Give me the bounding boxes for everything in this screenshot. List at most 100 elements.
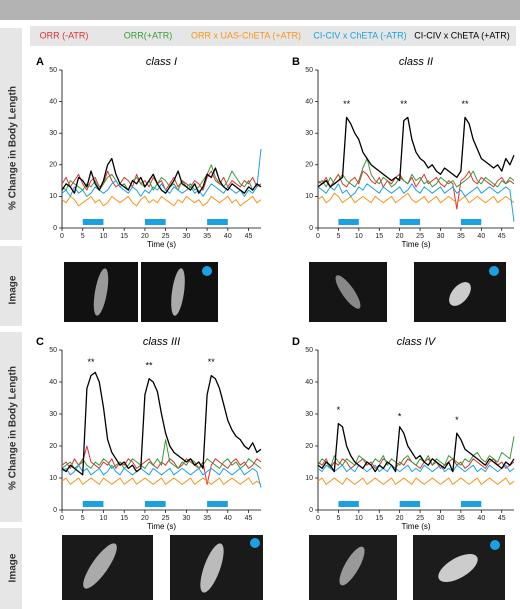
x-tick-label: 5 [81,233,85,240]
stimulus-bar [82,501,104,507]
x-tick-label: 0 [60,233,64,240]
stimulus-bar [207,219,228,225]
y-tick-label: 50 [305,67,313,74]
x-tick-label: 30 [182,233,190,240]
significance: ** [343,99,351,109]
chart-title: class IV [397,336,437,348]
y-tick-label: 40 [305,379,313,386]
legend-band [30,26,516,46]
x-axis-label: Time (s) [401,240,430,249]
x-tick-label: 25 [162,233,170,240]
y-tick-label: 30 [305,411,313,418]
series-line [61,195,262,207]
y-tick-label: 10 [305,475,313,482]
x-tick-label: 0 [60,515,64,522]
x-tick-label: 30 [437,233,445,240]
significance: * [398,412,402,422]
significance: ** [88,357,96,367]
series-line [317,116,515,188]
x-tick-label: 0 [316,233,320,240]
series-line [317,477,515,485]
series-line [61,439,262,469]
x-tick-label: 30 [437,515,445,522]
y-tick-label: 0 [53,507,57,514]
x-tick-label: 15 [120,515,128,522]
image-row [62,262,506,600]
series-line [61,464,262,488]
legend-entry: CI-CIV x ChETA (+ATR) [414,30,509,40]
x-tick-label: 10 [100,515,108,522]
significance: ** [461,99,469,109]
y-tick-label: 0 [309,225,313,232]
x-tick-label: 40 [477,233,485,240]
header-bar [0,0,520,20]
legend-entry: ORR(+ATR) [124,30,173,40]
row-strip [0,28,22,240]
series-line [317,183,515,222]
x-tick-label: 5 [336,515,340,522]
stimulus-bar [338,219,359,225]
x-tick-label: 10 [355,233,363,240]
legend-entry: ORR x UAS-ChETA (+ATR) [191,30,301,40]
x-tick-label: 45 [498,233,506,240]
y-tick-label: 50 [49,347,57,354]
stimulus-bar [207,501,228,507]
y-tick-label: 40 [49,98,57,105]
row-strip [0,246,22,326]
y-tick-label: 20 [305,162,313,169]
series-line [317,458,515,469]
x-tick-label: 15 [375,515,383,522]
series-line [317,422,515,473]
series-line [61,477,262,485]
x-tick-label: 10 [355,515,363,522]
x-tick-label: 15 [120,233,128,240]
y-tick-label: 0 [309,507,313,514]
y-tick-label: 30 [49,130,57,137]
legend-entry: CI-CIV x ChETA (-ATR) [313,30,406,40]
row-label: Image [8,275,19,304]
stimulus-bar [460,501,482,507]
x-tick-label: 20 [141,515,149,522]
x-tick-label: 15 [375,233,383,240]
x-tick-label: 45 [498,515,506,522]
row-strip [0,528,22,609]
panel-letter: B [292,56,300,68]
stimulus-bar [399,501,421,507]
x-tick-label: 20 [396,233,404,240]
legend-entry: ORR (-ATR) [40,30,89,40]
x-axis-label: Time (s) [147,522,176,531]
significance: ** [400,99,408,109]
y-tick-label: 40 [305,98,313,105]
significance: * [455,415,459,425]
panel-letter: C [36,336,44,348]
series-line [317,170,515,210]
x-tick-label: 40 [477,515,485,522]
series-line [61,445,262,485]
y-tick-label: 0 [53,225,57,232]
stimulus-bar [338,501,359,507]
stimulus-bar [82,219,104,225]
row-strip [0,332,22,522]
series-line [317,192,515,204]
y-tick-label: 50 [49,67,57,74]
x-tick-label: 35 [203,515,211,522]
x-tick-label: 40 [224,233,232,240]
significance: * [337,405,341,415]
x-tick-label: 30 [182,515,190,522]
series-line [317,464,515,473]
row-label: Image [8,553,19,582]
x-tick-label: 25 [416,233,424,240]
row-label: % Change in Body Length [8,86,19,210]
y-tick-label: 30 [305,130,313,137]
chart-title: class I [146,56,177,68]
x-tick-label: 35 [457,233,465,240]
y-tick-label: 10 [49,193,57,200]
y-tick-label: 20 [305,443,313,450]
y-tick-label: 10 [305,193,313,200]
y-tick-label: 20 [49,443,57,450]
significance: ** [208,357,216,367]
x-axis-label: Time (s) [401,522,430,531]
x-tick-label: 10 [100,233,108,240]
series-line [61,164,262,191]
